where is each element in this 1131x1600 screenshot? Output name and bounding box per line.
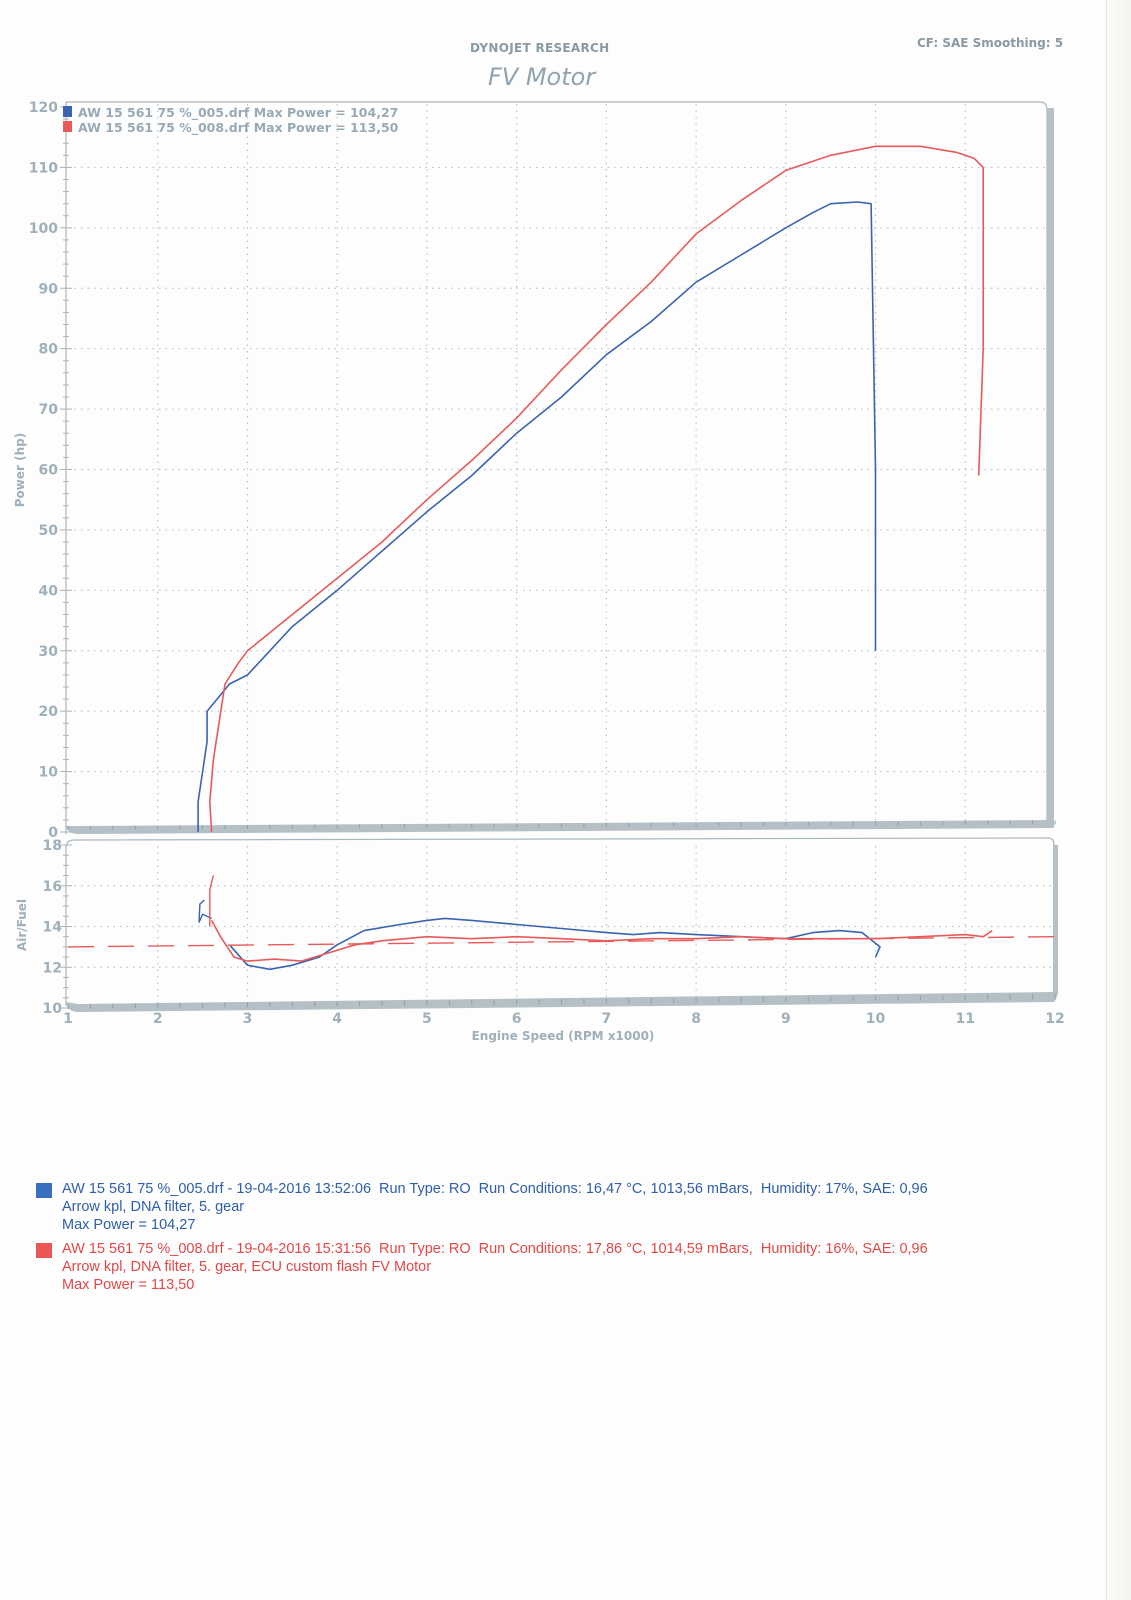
- power-tick-label: 20: [39, 704, 59, 720]
- afr-tick-label: 16: [43, 879, 62, 895]
- run-description: Arrow kpl, DNA filter, 5. gear: [62, 1199, 245, 1215]
- afr-curves: [67, 875, 1056, 971]
- power-y-axis: 0 10 20 30 40 50 60 70 80 90 100 110 120: [29, 100, 72, 841]
- chart-legend: AW 15 561 75 %_005.drf Max Power = 104,2…: [63, 105, 399, 136]
- power-panel: 0 10 20 30 40 50 60 70 80 90 100 110 120: [29, 100, 1054, 841]
- x-tick-label: 5: [422, 1011, 432, 1027]
- run-line-1: AW 15 561 75 %_008.drf - 19-04-2016 15:3…: [62, 1241, 928, 1257]
- x-tick-label: 8: [691, 1011, 701, 1027]
- run-description: Arrow kpl, DNA filter, 5. gear, ECU cust…: [62, 1259, 432, 1275]
- afr-curve-008-start: [209, 875, 215, 927]
- power-tick-label: 100: [29, 221, 58, 237]
- power-gridlines: [68, 104, 1046, 826]
- x-tick-label: 11: [956, 1011, 975, 1027]
- power-tick-label: 60: [39, 463, 59, 479]
- run-max-power: Max Power = 113,50: [62, 1277, 195, 1293]
- power-tick-label: 0: [48, 825, 58, 841]
- x-tick-label: 6: [512, 1011, 522, 1027]
- power-curves: [197, 145, 984, 833]
- legend-item-008: AW 15 561 75 %_008.drf Max Power = 113,5…: [78, 120, 399, 136]
- x-tick-label: 2: [153, 1011, 163, 1027]
- power-curve-008: [209, 145, 984, 833]
- afr-y-axis: 10 12 14 16 18: [43, 838, 72, 1017]
- run-line-1: AW 15 561 75 %_005.drf - 19-04-2016 13:5…: [62, 1181, 928, 1197]
- legend-swatch-red: [63, 121, 72, 132]
- afr-tick-label: 12: [43, 960, 62, 976]
- power-tick-label: 90: [39, 281, 59, 297]
- x-tick-label: 3: [243, 1011, 253, 1027]
- afr-tick-label: 14: [43, 920, 63, 936]
- run-details: AW 15 561 75 %_005.drf - 19-04-2016 13:5…: [36, 1180, 928, 1300]
- chart-title: FV Motor: [488, 63, 596, 91]
- power-tick-label: 40: [39, 583, 59, 599]
- afr-target-line: [67, 936, 1056, 948]
- power-tick-label: 80: [39, 342, 59, 358]
- power-tick-label: 110: [29, 160, 58, 176]
- x-tick-label: 4: [332, 1011, 342, 1027]
- x-tick-label: 12: [1045, 1011, 1064, 1027]
- run-swatch-blue: [36, 1183, 52, 1198]
- power-axis-label: Power (hp): [13, 433, 27, 507]
- afr-tick-label: 18: [43, 838, 62, 854]
- legend-item-005: AW 15 561 75 %_005.drf Max Power = 104,2…: [78, 105, 398, 121]
- x-tick-label: 1: [63, 1011, 73, 1027]
- power-tick-label: 70: [39, 402, 59, 418]
- x-tick-label: 10: [866, 1011, 886, 1027]
- power-tick-label: 30: [39, 644, 59, 660]
- run-max-power: Max Power = 104,27: [62, 1217, 196, 1233]
- paper-edge-line: [1106, 0, 1107, 1600]
- afr-curve-005: [228, 917, 881, 971]
- x-tick-label: 7: [601, 1011, 611, 1027]
- afr-curve-005-start: [198, 899, 212, 923]
- legend-swatch-blue: [63, 106, 72, 117]
- x-axis: 1 2 3 4 5 6 7 8 9 10 11 12: [63, 820, 1065, 1027]
- afr-panel: 10 12 14 16 18: [43, 837, 1058, 1017]
- power-curve-005: [197, 201, 877, 832]
- run-swatch-red: [36, 1243, 52, 1258]
- company-name: DYNOJET RESEARCH: [470, 41, 610, 55]
- power-tick-label: 10: [39, 765, 59, 781]
- power-tick-label: 50: [39, 523, 59, 539]
- paper-edge-shadow: [1103, 0, 1131, 1600]
- run-info-005: AW 15 561 75 %_005.drf - 19-04-2016 13:5…: [36, 1180, 928, 1234]
- afr-axis-label: Air/Fuel: [15, 899, 29, 951]
- x-tick-label: 9: [781, 1011, 791, 1027]
- afr-tick-label: 10: [43, 1001, 63, 1017]
- power-tick-label: 120: [29, 100, 58, 116]
- x-axis-label: Engine Speed (RPM x1000): [472, 1029, 655, 1043]
- afr-gridlines: [68, 846, 1052, 1004]
- run-info-008: AW 15 561 75 %_008.drf - 19-04-2016 15:3…: [36, 1240, 928, 1294]
- correction-settings: CF: SAE Smoothing: 5: [917, 36, 1064, 50]
